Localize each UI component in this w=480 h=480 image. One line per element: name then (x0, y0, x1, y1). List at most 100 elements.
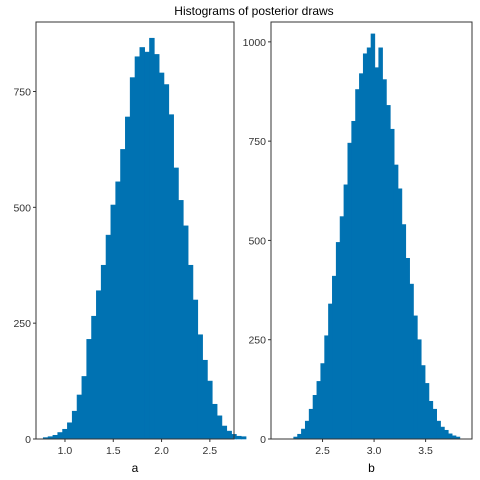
panel-frame (270, 21, 473, 440)
histogram-bar (144, 51, 150, 440)
histogram-bar (316, 381, 322, 440)
histogram-bar (390, 128, 395, 440)
histogram-bar (428, 400, 434, 440)
histogram-bar (417, 339, 422, 440)
histogram-bar (216, 415, 223, 440)
histogram-bar (62, 428, 68, 440)
histogram-bar (125, 116, 131, 440)
histogram-bar (405, 257, 410, 440)
histogram-bar (393, 164, 399, 440)
y-tick-label: 250 (248, 335, 266, 347)
histogram-bar (163, 84, 170, 440)
panel-frame (35, 21, 235, 440)
histogram-bar (211, 403, 218, 440)
y-tick-label: 750 (13, 87, 31, 99)
histogram-bar (332, 275, 337, 440)
histogram-bar (424, 383, 430, 440)
x-tick-label: 1.5 (106, 445, 121, 457)
histogram-bar (76, 394, 83, 440)
histogram-bar (134, 56, 141, 440)
histogram-bar (386, 105, 391, 440)
y-tick-label: 1000 (243, 37, 267, 49)
histogram-bar (370, 33, 376, 440)
histogram-bar (81, 376, 88, 440)
x-tick-label: 1.0 (58, 445, 73, 457)
histogram-bar (52, 434, 59, 440)
histogram-bar (110, 204, 116, 440)
y-tick-label: 250 (13, 318, 31, 330)
histogram-bar (168, 114, 174, 440)
histogram-bar (173, 167, 179, 440)
histogram-bar (178, 200, 184, 440)
y-tick-label: 0 (260, 434, 266, 446)
histogram-bar (57, 432, 63, 440)
histogram-bar (343, 184, 349, 440)
x-tick-label: 2.5 (315, 445, 330, 457)
x-tick-label: 3.5 (418, 445, 433, 457)
histogram-bar (236, 435, 242, 440)
histogram-bar (187, 264, 194, 440)
histogram-bar (320, 363, 325, 440)
histogram-bar (129, 77, 136, 440)
histogram-bar (182, 225, 189, 440)
y-tick-label: 750 (248, 136, 266, 148)
histogram-bar (100, 264, 107, 440)
histogram-bar (401, 224, 407, 440)
histogram-bar (202, 359, 208, 440)
histogram-bar (328, 303, 333, 440)
histogram-bar (240, 436, 247, 440)
histogram-bar (312, 395, 318, 440)
histogram-bar (366, 47, 372, 440)
x-axis-label: a (132, 461, 139, 475)
histogram-bar (221, 425, 228, 440)
histogram-bar (226, 430, 232, 440)
histogram-bar (359, 73, 364, 440)
histogram-bar (105, 234, 112, 440)
histogram-bar (207, 380, 213, 440)
x-tick-label: 2.5 (203, 445, 218, 457)
y-tick-label: 0 (25, 434, 31, 446)
histogram-bar (374, 67, 380, 440)
histogram-bar (378, 47, 383, 440)
histogram-bar (324, 335, 329, 440)
histogram-bar (347, 142, 352, 440)
histogram-bar (409, 283, 414, 440)
histogram-bar (67, 422, 73, 440)
histogram-bar (436, 420, 441, 440)
histogram-bar (397, 188, 403, 440)
histogram-bar (420, 365, 426, 440)
histogram-bar (197, 334, 203, 440)
histogram-bar (96, 290, 102, 440)
histogram-bar (301, 428, 306, 440)
histogram-bar (362, 53, 368, 440)
chart-title: Histograms of posterior draws (174, 4, 333, 18)
histogram-bar (86, 339, 92, 440)
x-tick-label: 3.0 (367, 445, 382, 457)
y-tick-label: 500 (248, 235, 266, 247)
histogram-bar (335, 242, 341, 440)
histogram-bar (432, 408, 437, 440)
histogram-bar (382, 79, 387, 440)
histogram-bar (115, 181, 121, 440)
histogram-panel-b: 2.5 3.0 3.5 0 250 500 750 1000 b (243, 21, 473, 475)
histogram-bar (444, 429, 449, 440)
histogram-bar (154, 54, 160, 440)
histogram-bar (158, 72, 165, 440)
x-tick-label: 2.0 (154, 445, 169, 457)
histogram-panel-a: 1.0 1.5 2.0 2.5 0 250 500 750 a (13, 21, 247, 475)
histogram-bar (71, 410, 78, 440)
histogram-bar (339, 216, 345, 440)
histogram-bar (440, 426, 445, 440)
x-axis-label: b (368, 461, 375, 475)
histogram-bar (149, 37, 155, 440)
histogram-bar (447, 433, 453, 440)
histogram-bar (304, 420, 310, 440)
histogram-bar (91, 315, 97, 440)
histogram-bar (120, 149, 126, 440)
histogram-bar (192, 299, 199, 440)
histogram-bar (355, 89, 360, 440)
histogram-bar (297, 433, 302, 440)
y-tick-label: 500 (13, 202, 31, 214)
histogram-bar (413, 315, 418, 440)
